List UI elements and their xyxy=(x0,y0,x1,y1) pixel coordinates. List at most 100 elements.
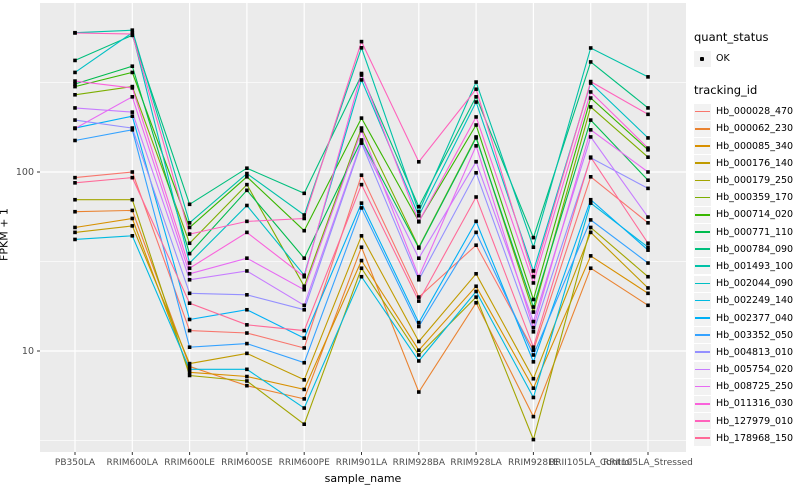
legend-key-Hb_001493_100[interactable]: Hb_001493_100 xyxy=(694,258,800,275)
series-color-swatch xyxy=(694,206,711,223)
data-point xyxy=(245,351,249,356)
data-point xyxy=(417,348,421,353)
legend-key-Hb_011316_030[interactable]: Hb_011316_030 xyxy=(694,395,800,412)
data-point xyxy=(73,92,77,97)
data-point xyxy=(588,90,593,94)
data-point xyxy=(646,155,650,159)
data-point xyxy=(130,70,135,75)
data-point xyxy=(187,241,192,246)
legend-key-Hb_005754_020[interactable]: Hb_005754_020 xyxy=(694,361,800,378)
data-point xyxy=(302,228,306,233)
legend-key-Hb_008725_250[interactable]: Hb_008725_250 xyxy=(694,378,800,395)
legend-title-quant-status: quant_status xyxy=(694,30,769,44)
data-point xyxy=(417,204,421,209)
data-point xyxy=(302,191,306,196)
legend-key-label: Hb_000714_020 xyxy=(716,209,794,221)
data-point xyxy=(531,345,536,350)
data-point xyxy=(187,291,192,296)
data-point xyxy=(531,348,536,353)
legend-key-label: Hb_008725_250 xyxy=(716,381,794,393)
series-color-swatch xyxy=(694,103,711,120)
legend-key-label: Hb_000179_250 xyxy=(716,175,794,187)
legend-key-ok[interactable]: OK xyxy=(694,50,800,67)
data-point xyxy=(245,166,249,171)
data-point xyxy=(531,437,536,442)
data-point xyxy=(588,155,593,159)
x-tick-label-RRIM901LA: RRIM901LA xyxy=(336,458,388,468)
data-point xyxy=(73,175,77,180)
data-point xyxy=(417,339,421,344)
data-point xyxy=(187,364,192,369)
data-point xyxy=(130,224,135,228)
data-point xyxy=(302,328,306,333)
data-point xyxy=(359,173,364,177)
data-point xyxy=(245,269,249,273)
data-point xyxy=(588,96,593,100)
data-point xyxy=(302,213,306,217)
data-point xyxy=(531,376,536,381)
series-color-swatch xyxy=(694,378,711,395)
data-point xyxy=(359,46,364,50)
data-point xyxy=(531,395,536,400)
data-point xyxy=(588,201,593,205)
data-point xyxy=(245,383,249,388)
data-point xyxy=(359,274,364,279)
data-point xyxy=(187,361,192,366)
data-point xyxy=(73,181,77,185)
legend-key-Hb_000028_470[interactable]: Hb_000028_470 xyxy=(694,103,800,120)
legend-key-Hb_002044_090[interactable]: Hb_002044_090 xyxy=(694,275,800,292)
legend-key-Hb_000179_250[interactable]: Hb_000179_250 xyxy=(694,172,800,189)
legend-key-Hb_002249_140[interactable]: Hb_002249_140 xyxy=(694,292,800,309)
data-point xyxy=(130,110,135,114)
legend-key-label: Hb_178968_150 xyxy=(716,432,794,444)
x-tick-label-RRII105LA_Control: RRII105LA_Control xyxy=(549,458,632,468)
ok-point-icon xyxy=(694,50,711,67)
legend-key-Hb_127979_010[interactable]: Hb_127979_010 xyxy=(694,413,800,430)
data-point xyxy=(417,320,421,325)
series-color-swatch xyxy=(694,327,711,344)
legend-key-Hb_000784_090[interactable]: Hb_000784_090 xyxy=(694,241,800,258)
data-point xyxy=(359,71,364,76)
legend-key-Hb_000176_140[interactable]: Hb_000176_140 xyxy=(694,155,800,172)
data-point xyxy=(531,353,536,357)
series-color-swatch xyxy=(694,241,711,258)
data-point xyxy=(359,78,364,82)
series-color-swatch xyxy=(694,292,711,309)
legend-key-Hb_000062_230[interactable]: Hb_000062_230 xyxy=(694,120,800,137)
data-point xyxy=(302,307,306,312)
data-points xyxy=(73,28,650,442)
legend-key-Hb_000771_110[interactable]: Hb_000771_110 xyxy=(694,224,800,241)
y-axis-title: FPKM + 1 xyxy=(0,208,11,261)
series-color-swatch xyxy=(694,413,711,430)
legend-key-label: Hb_004813_010 xyxy=(716,346,794,358)
legend-key-Hb_178968_150[interactable]: Hb_178968_150 xyxy=(694,430,800,447)
legend-key-Hb_000359_170[interactable]: Hb_000359_170 xyxy=(694,189,800,206)
data-point xyxy=(187,225,192,230)
legend-key-label: Hb_002044_090 xyxy=(716,278,794,290)
data-point xyxy=(646,221,650,225)
data-point xyxy=(130,197,135,202)
legend-key-Hb_003352_050[interactable]: Hb_003352_050 xyxy=(694,327,800,344)
data-point xyxy=(187,373,192,378)
series-color-swatch xyxy=(694,395,711,412)
data-point xyxy=(474,170,478,175)
data-point xyxy=(245,182,249,187)
legend-key-Hb_004813_010[interactable]: Hb_004813_010 xyxy=(694,344,800,361)
data-point xyxy=(187,317,192,322)
data-point xyxy=(588,60,593,64)
data-point xyxy=(359,201,364,205)
legend-key-Hb_000714_020[interactable]: Hb_000714_020 xyxy=(694,206,800,223)
axis-ticks xyxy=(37,171,649,455)
legend-key-Hb_002377_040[interactable]: Hb_002377_040 xyxy=(694,309,800,327)
data-point xyxy=(245,323,249,327)
data-point xyxy=(531,281,536,285)
data-point xyxy=(646,186,650,191)
legend-key-Hb_000085_340[interactable]: Hb_000085_340 xyxy=(694,138,800,155)
data-point xyxy=(417,246,421,250)
data-point xyxy=(245,341,249,346)
data-point xyxy=(130,126,135,130)
data-point xyxy=(646,248,650,252)
data-point xyxy=(302,256,306,260)
